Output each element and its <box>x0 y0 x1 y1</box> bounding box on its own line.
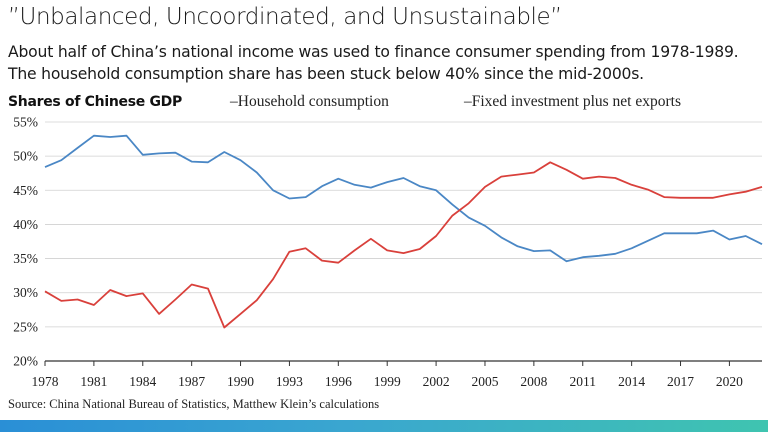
footer-gradient-bar <box>0 420 768 432</box>
x-axis-ticks: 1978 1981 1984 1987 1990 1993 1996 1999 2002 2005… <box>32 361 743 389</box>
x-tick-label: 1981 <box>80 374 107 389</box>
x-tick-label: 2008 <box>520 374 547 389</box>
legend-fixed-investment: –Fixed investment plus net exports <box>464 93 681 111</box>
x-tick-label: 1996 <box>325 374 352 389</box>
chart-title: Shares of Chinese GDP <box>8 94 182 110</box>
x-tick-label: 1993 <box>276 374 303 389</box>
x-tick-label: 2005 <box>471 374 498 389</box>
source-note: Source: China National Bureau of Statist… <box>8 397 380 411</box>
x-tick-label: 1990 <box>227 374 254 389</box>
y-tick-label: 40% <box>13 217 38 232</box>
x-tick-label: 2011 <box>570 374 597 389</box>
y-tick-label: 55% <box>13 115 38 130</box>
x-tick-label: 1987 <box>178 374 205 389</box>
legend-label-fixed-investment: –Fixed investment plus net exports <box>464 93 681 110</box>
x-tick-label: 2020 <box>716 374 743 389</box>
y-tick-label: 35% <box>13 251 38 266</box>
grid-lines <box>45 121 762 362</box>
y-axis-ticks: 55% 50% 45% 40% 35% 30% 25% 20% <box>13 115 38 369</box>
x-tick-label: 1978 <box>32 374 59 389</box>
legend-household-consumption: –Household consumption <box>230 93 389 111</box>
series-line-household-consumption <box>44 134 763 263</box>
page-title: ”Unbalanced, Uncoordinated, and Unsustai… <box>8 4 562 30</box>
y-tick-label: 25% <box>13 319 38 334</box>
y-tick-label: 50% <box>13 149 38 164</box>
x-tick-label: 2002 <box>423 374 450 389</box>
page-subtitle: About half of China’s national income wa… <box>8 43 739 83</box>
series-line-fixed-investment <box>44 161 763 329</box>
y-tick-label: 20% <box>13 354 38 369</box>
x-tick-label: 1999 <box>374 374 401 389</box>
x-tick-label: 1984 <box>129 374 156 389</box>
y-tick-label: 45% <box>13 183 38 198</box>
x-tick-label: 2014 <box>618 374 645 389</box>
x-tick-label: 2017 <box>667 374 694 389</box>
series-lines <box>44 134 763 329</box>
y-tick-label: 30% <box>13 285 38 300</box>
legend-label-household: –Household consumption <box>230 93 389 110</box>
